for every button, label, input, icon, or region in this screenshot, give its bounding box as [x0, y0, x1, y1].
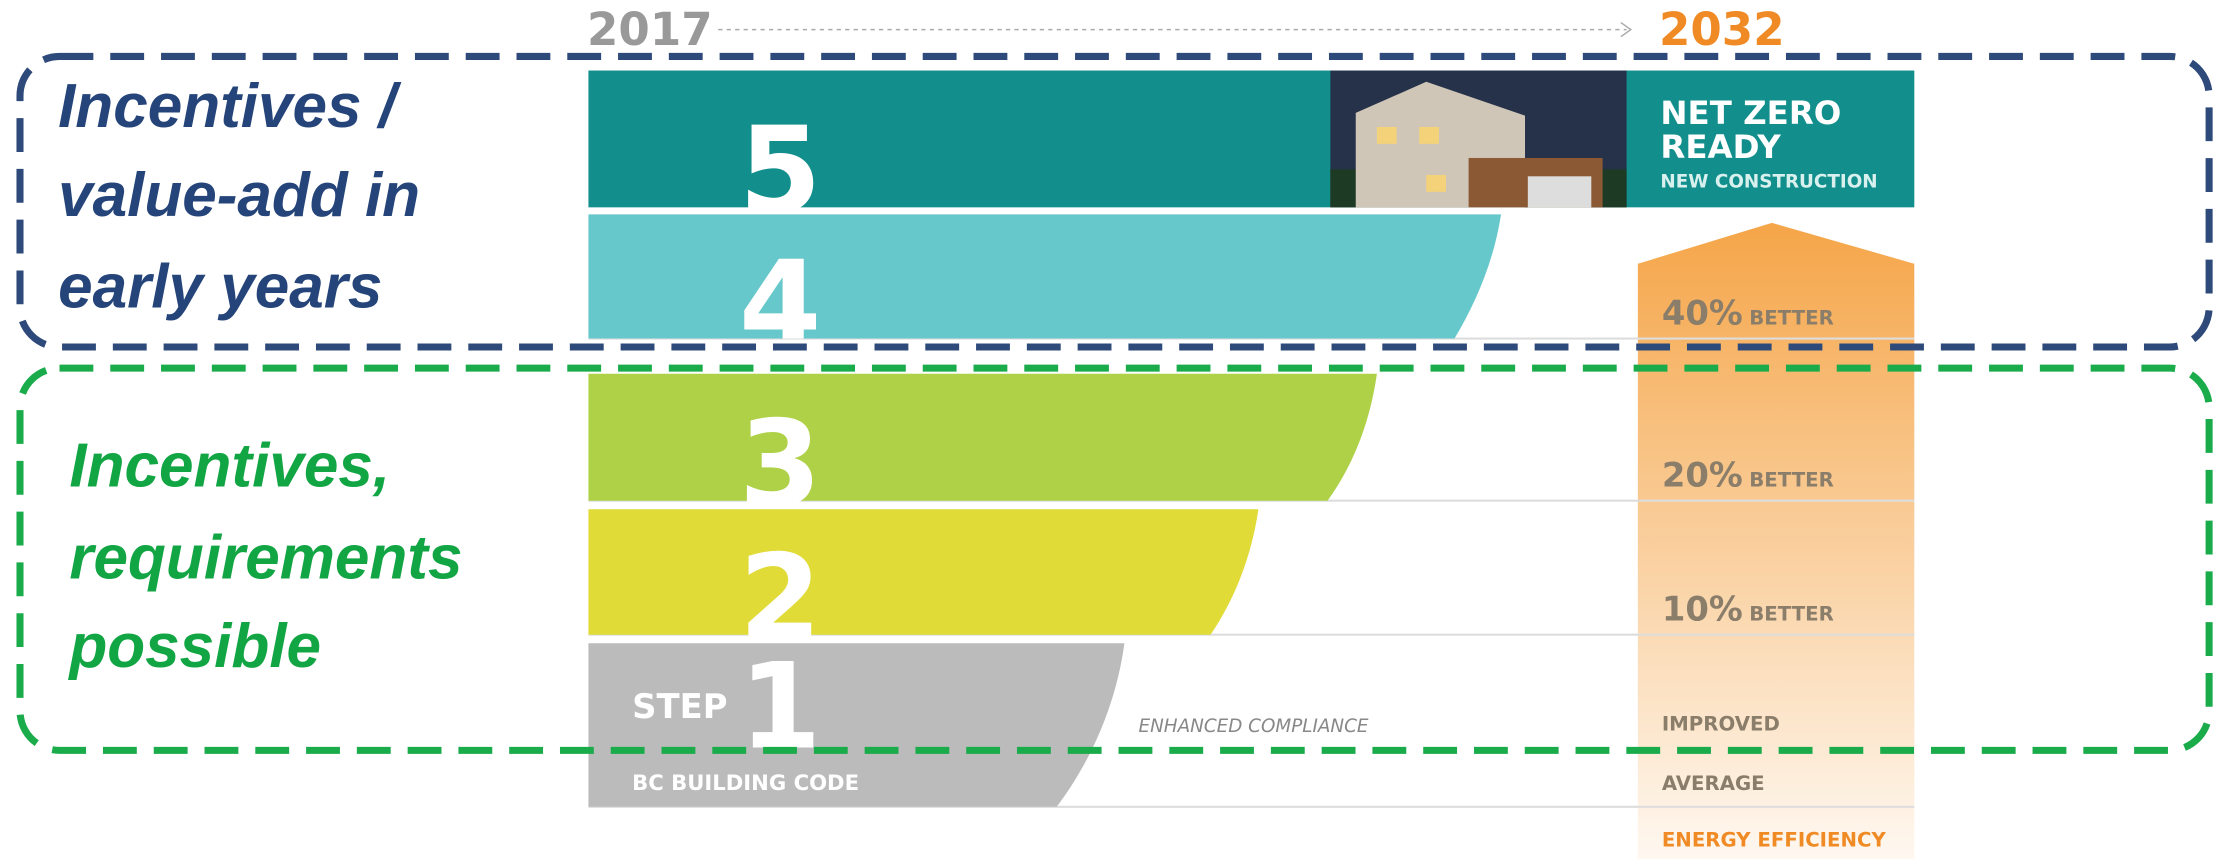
step-number: 2 [739, 529, 821, 667]
callout-text: possible [67, 612, 321, 681]
step-word: STEP [632, 687, 727, 726]
callout-text: early years [58, 252, 382, 321]
footer-label: ENERGY EFFICIENCY [1662, 828, 1887, 851]
house-photo [1330, 70, 1627, 208]
step-number: 3 [739, 395, 821, 533]
callout-text: value-add in [58, 161, 420, 230]
step-number: 4 [739, 236, 821, 374]
blue-callout-box [16, 52, 2213, 351]
step-2-bar [588, 509, 1259, 635]
percent-label: 40% [1662, 293, 1743, 332]
end-year: 2032 [1659, 3, 1785, 56]
timeline-arrow [1620, 21, 1633, 38]
callout-text: Incentives, [69, 432, 390, 501]
footer-label: AVERAGE [1662, 772, 1765, 795]
percent-label: 10% [1662, 590, 1743, 629]
callout-text: Incentives / [58, 72, 402, 141]
better-label: BETTER [1749, 603, 1834, 626]
start-year: 2017 [587, 3, 713, 56]
base-label: BC BUILDING CODE [632, 770, 859, 795]
net-zero-title: READY [1660, 128, 1781, 166]
middle-label: ENHANCED COMPLIANCE [1139, 716, 1369, 737]
callout-text: requirements [69, 523, 462, 592]
step-1-bar [588, 643, 1125, 807]
step-number: 1 [739, 638, 821, 776]
better-label: BETTER [1749, 306, 1834, 329]
step-number: 5 [739, 102, 821, 240]
percent-label: 20% [1662, 456, 1743, 495]
net-zero-subtitle: NEW CONSTRUCTION [1660, 172, 1877, 193]
step-3-bar [588, 373, 1377, 501]
step-5-bar [588, 70, 1915, 208]
footer-label: IMPROVED [1662, 713, 1780, 736]
step-4-bar [588, 214, 1502, 339]
efficiency-arrow [1637, 222, 1915, 859]
net-zero-title: NET ZERO [1660, 94, 1841, 132]
better-label: BETTER [1749, 469, 1834, 492]
